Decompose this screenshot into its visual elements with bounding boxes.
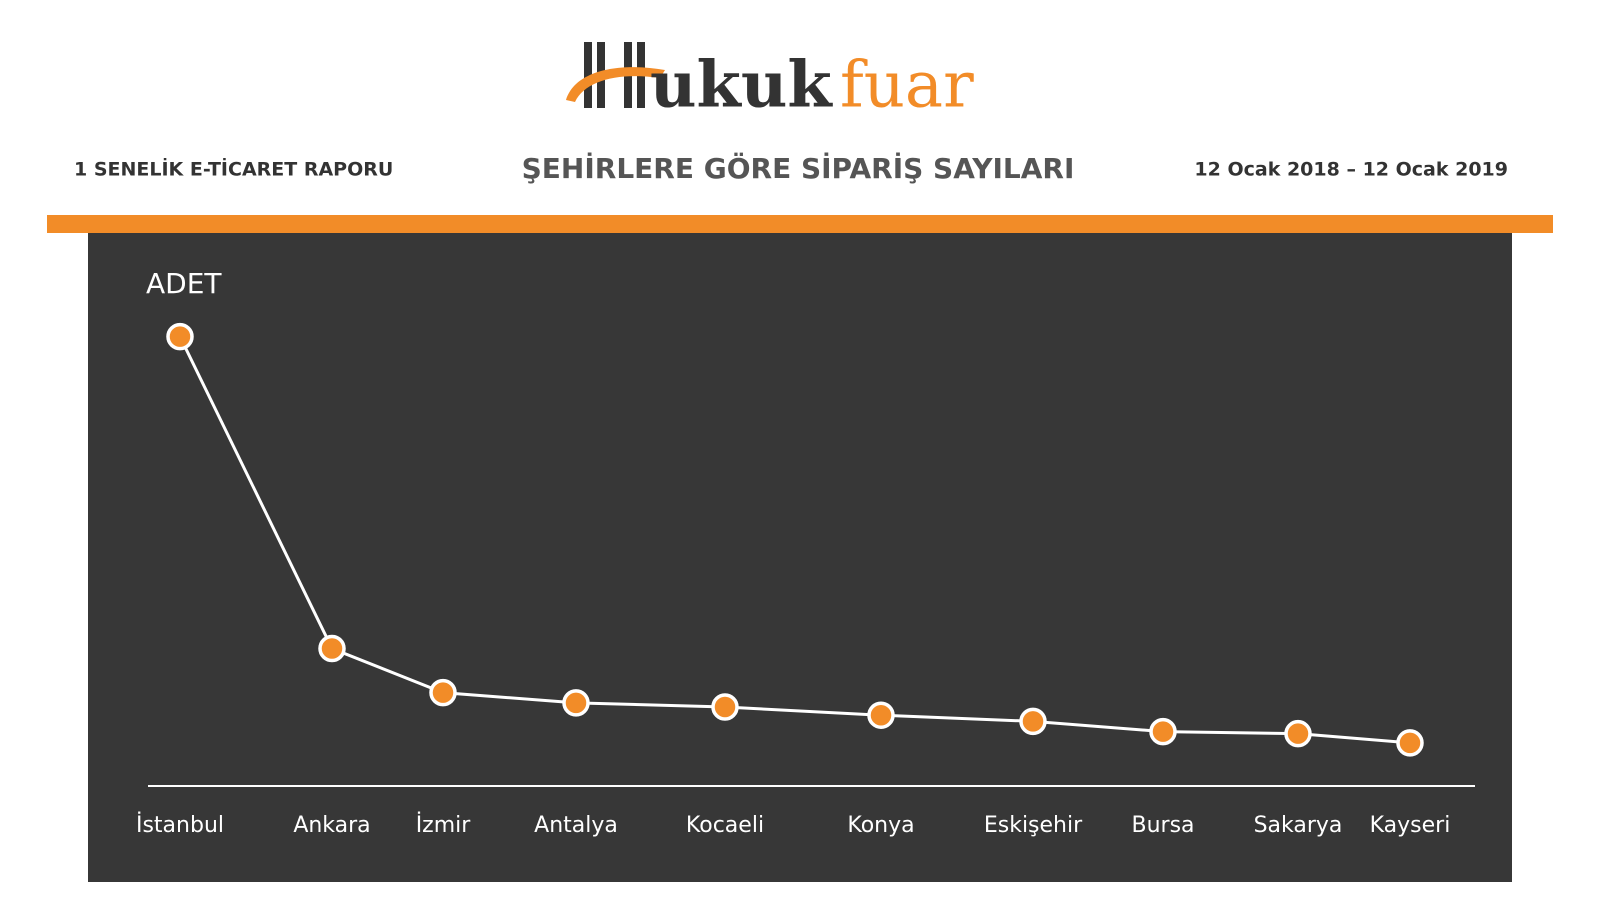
point bbox=[318, 634, 346, 663]
x-tick-label: Eskişehir bbox=[984, 813, 1083, 838]
x-tick-label: Bursa bbox=[1131, 813, 1194, 838]
point bbox=[562, 689, 590, 717]
point bbox=[429, 678, 457, 707]
point bbox=[166, 322, 194, 351]
logo-bar bbox=[584, 42, 592, 108]
x-tick-label: Konya bbox=[847, 813, 914, 838]
x-tick-label: İzmir bbox=[416, 812, 472, 838]
logo-text: fuar bbox=[840, 49, 974, 123]
point bbox=[1149, 717, 1177, 746]
report-label: 1 SENELİK E-TİCARET RAPORU bbox=[74, 157, 393, 181]
logo-text: ukuk bbox=[650, 48, 833, 123]
x-tick-label: İstanbul bbox=[136, 812, 224, 838]
chart-panel bbox=[88, 226, 1512, 882]
point bbox=[867, 701, 895, 729]
x-tick-label: Kayseri bbox=[1370, 813, 1451, 838]
orange-band bbox=[47, 215, 1553, 233]
point bbox=[1019, 707, 1047, 736]
page-title: ŞEHİRLERE GÖRE SİPARİŞ SAYILARI bbox=[522, 151, 1075, 185]
x-tick-label: Kocaeli bbox=[686, 813, 764, 838]
x-tick-label: Antalya bbox=[534, 813, 618, 838]
x-tick-label: Ankara bbox=[293, 813, 370, 838]
y-axis-label: ADET bbox=[146, 267, 222, 300]
point bbox=[711, 693, 739, 721]
line bbox=[178, 335, 1411, 745]
point bbox=[1284, 719, 1312, 748]
point bbox=[1396, 729, 1424, 757]
logo-swoosh bbox=[566, 67, 665, 102]
x-tick-label: Sakarya bbox=[1254, 813, 1343, 838]
logo: ukuk fuar bbox=[566, 42, 974, 123]
date-range: 12 Ocak 2018 – 12 Ocak 2019 bbox=[1194, 159, 1508, 181]
